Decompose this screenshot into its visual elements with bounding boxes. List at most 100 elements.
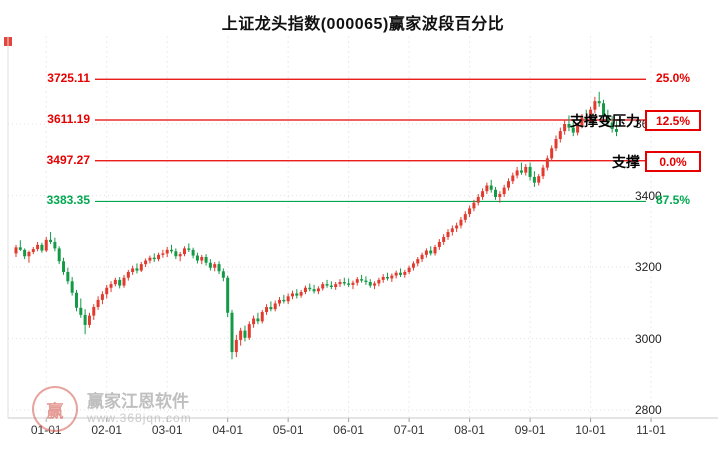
candle-body bbox=[234, 339, 238, 353]
candle-body bbox=[122, 277, 126, 286]
candle-body bbox=[571, 127, 575, 133]
candle-body bbox=[269, 307, 273, 310]
candle-body bbox=[403, 272, 407, 275]
candle-body bbox=[256, 318, 260, 322]
candle-body bbox=[610, 122, 614, 130]
candle-body bbox=[182, 248, 186, 255]
candle-body bbox=[217, 264, 221, 272]
candle-body bbox=[260, 312, 264, 322]
candle-body bbox=[14, 247, 18, 254]
candle-body bbox=[411, 263, 415, 268]
candle-body bbox=[83, 314, 87, 325]
candle-body bbox=[515, 170, 519, 176]
candle-body bbox=[614, 129, 618, 132]
candle-body bbox=[541, 167, 545, 177]
candle-body bbox=[329, 285, 333, 288]
candle-body bbox=[325, 284, 329, 286]
candle-body bbox=[66, 272, 70, 282]
candle-body bbox=[195, 255, 199, 261]
candle-body bbox=[57, 248, 61, 262]
candle-body bbox=[580, 117, 584, 126]
candle-body bbox=[368, 282, 372, 286]
candle-body bbox=[27, 251, 31, 257]
candle-body bbox=[360, 279, 364, 281]
candle-body bbox=[455, 225, 459, 229]
candle-body bbox=[394, 272, 398, 276]
candle-body bbox=[18, 247, 22, 250]
candle-body bbox=[550, 148, 554, 159]
candle-body bbox=[463, 214, 467, 220]
candle-body bbox=[334, 284, 338, 288]
candle-body bbox=[468, 208, 472, 215]
candle-body bbox=[161, 253, 165, 255]
candle-body bbox=[308, 287, 312, 290]
candle-body bbox=[506, 181, 510, 188]
candle-body bbox=[498, 194, 502, 197]
candle-body bbox=[79, 307, 83, 315]
candle-body bbox=[303, 287, 307, 293]
candle-body bbox=[230, 312, 234, 353]
candle-body bbox=[390, 275, 394, 279]
candle-body bbox=[442, 236, 446, 242]
candle-body bbox=[584, 117, 588, 120]
candle-body bbox=[74, 292, 78, 308]
candle-body bbox=[407, 267, 411, 273]
candle-body bbox=[459, 219, 463, 226]
candle-body bbox=[519, 170, 523, 173]
candle-body bbox=[437, 241, 441, 247]
candle-body bbox=[49, 239, 53, 242]
candle-body bbox=[377, 279, 381, 284]
candle-body bbox=[204, 256, 208, 263]
candle-body bbox=[511, 175, 515, 182]
candle-body bbox=[290, 293, 294, 297]
candle-body bbox=[92, 307, 96, 316]
candle-body bbox=[528, 166, 532, 177]
candle-body bbox=[252, 318, 256, 325]
candle-body bbox=[105, 287, 109, 295]
watermark-seal-icon: 赢 bbox=[32, 386, 78, 432]
candle-body bbox=[286, 296, 290, 302]
candle-body bbox=[113, 279, 117, 285]
candle-body bbox=[558, 131, 562, 140]
candle-body bbox=[36, 244, 40, 250]
candle-body bbox=[187, 248, 191, 250]
candle-body bbox=[485, 185, 489, 192]
candle-body bbox=[312, 289, 316, 292]
candle-body bbox=[170, 249, 174, 252]
candle-body bbox=[429, 250, 433, 254]
candle-body bbox=[342, 282, 346, 284]
candle-body bbox=[502, 187, 506, 195]
candle-body bbox=[139, 264, 143, 271]
candle-body bbox=[398, 272, 402, 275]
candle-body bbox=[213, 264, 217, 268]
candle-body bbox=[295, 293, 299, 296]
candle-body bbox=[494, 189, 498, 197]
candle-body bbox=[208, 262, 212, 268]
candle-body bbox=[148, 257, 152, 261]
candle-body bbox=[321, 284, 325, 289]
candle-body bbox=[347, 283, 351, 285]
candle-body bbox=[144, 260, 148, 265]
candle-body bbox=[338, 282, 342, 285]
candle-body bbox=[364, 280, 368, 283]
candle-body bbox=[481, 191, 485, 197]
candle-body bbox=[576, 125, 580, 133]
candle-body bbox=[537, 176, 541, 183]
candle-body bbox=[554, 139, 558, 149]
candle-body bbox=[416, 259, 420, 264]
candle-body bbox=[247, 324, 251, 338]
candle-body bbox=[532, 176, 536, 183]
candle-body bbox=[424, 250, 428, 255]
candle-body bbox=[545, 158, 549, 168]
candle-body bbox=[31, 249, 35, 252]
candle-body bbox=[135, 268, 139, 271]
candle-body bbox=[44, 239, 48, 251]
candle-body bbox=[100, 294, 104, 300]
candle-body bbox=[96, 299, 100, 308]
candle-body bbox=[278, 299, 282, 304]
candle-body bbox=[221, 271, 225, 278]
candle-body bbox=[489, 185, 493, 190]
candle-body bbox=[178, 254, 182, 257]
